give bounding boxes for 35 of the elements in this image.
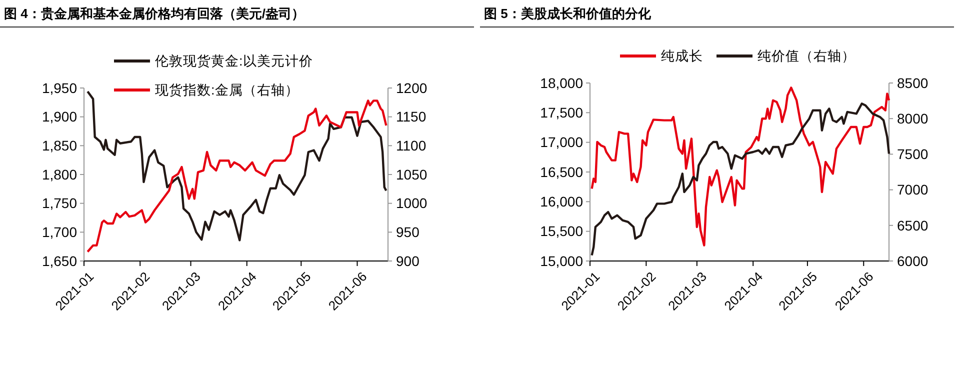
y2-tick-label: 1150 — [396, 108, 426, 125]
y2-tick-label: 6500 — [897, 217, 928, 234]
y2-tick-label: 6000 — [897, 252, 928, 269]
y-tick-label: 17,000 — [540, 134, 584, 150]
y2-tick-label: 8500 — [897, 74, 928, 91]
y2-tick-label: 950 — [396, 224, 420, 240]
y-tick-label: 1,950 — [42, 80, 78, 96]
legend-label: 现货指数:金属（右轴） — [155, 82, 299, 98]
y2-tick-label: 7500 — [897, 146, 928, 162]
legend-label: 纯成长 — [661, 48, 703, 64]
y2-tick-label: 1050 — [396, 166, 428, 182]
line-series — [590, 86, 890, 246]
y-tick-label: 1,800 — [42, 166, 78, 182]
y-tick-label: 15,500 — [540, 223, 584, 240]
chart-title: 图 4：贵金属和基本金属价格均有回落（美元/盎司） — [4, 6, 304, 21]
y2-tick-label: 900 — [396, 252, 420, 269]
y-tick-label: 15,000 — [540, 252, 584, 269]
chart-title: 图 5：美股成长和价值的分化 — [484, 6, 652, 21]
y-tick-label: 17,500 — [540, 104, 584, 121]
y-tick-label: 1,750 — [42, 195, 78, 212]
y-tick-label: 1,900 — [42, 108, 78, 125]
y-tick-label: 16,500 — [540, 164, 584, 180]
line-series — [590, 102, 890, 256]
legend-label: 伦敦现货黄金:以美元计价 — [155, 54, 313, 69]
y2-tick-label: 7000 — [897, 182, 928, 198]
y-tick-label: 18,000 — [540, 74, 584, 91]
y2-tick-label: 8000 — [897, 110, 928, 126]
legend-label: 纯价值（右轴） — [758, 48, 856, 64]
y-tick-label: 1,650 — [42, 252, 78, 269]
y-tick-label: 1,700 — [42, 224, 78, 240]
y2-tick-label: 1100 — [396, 138, 426, 154]
y2-tick-label: 1200 — [396, 80, 428, 96]
y2-tick-label: 1000 — [396, 195, 428, 212]
y-tick-label: 16,000 — [540, 194, 584, 210]
y-tick-label: 1,850 — [42, 138, 78, 154]
